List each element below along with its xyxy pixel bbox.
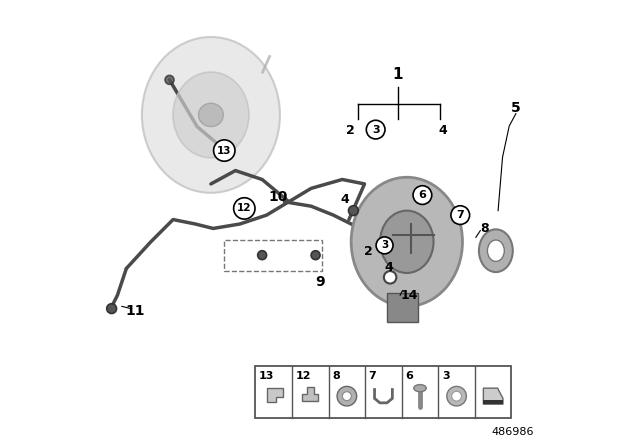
Ellipse shape: [488, 240, 504, 261]
Ellipse shape: [342, 392, 351, 401]
Text: 12: 12: [237, 203, 252, 213]
Ellipse shape: [165, 75, 174, 84]
Text: 4: 4: [340, 193, 349, 206]
Ellipse shape: [198, 103, 223, 127]
Text: 12: 12: [296, 371, 311, 381]
Ellipse shape: [311, 251, 320, 260]
Text: 8: 8: [332, 371, 340, 381]
Ellipse shape: [351, 177, 463, 306]
Text: 486986: 486986: [492, 427, 534, 437]
Text: 14: 14: [400, 289, 418, 302]
Text: 3: 3: [442, 371, 449, 381]
Ellipse shape: [366, 120, 385, 139]
Bar: [224, 240, 322, 271]
Text: 9: 9: [315, 275, 325, 289]
Text: 13: 13: [217, 146, 232, 155]
Ellipse shape: [349, 206, 358, 215]
Ellipse shape: [414, 384, 426, 392]
Text: 7: 7: [369, 371, 376, 381]
Text: 11: 11: [125, 304, 145, 318]
Ellipse shape: [376, 237, 393, 254]
FancyBboxPatch shape: [387, 293, 418, 322]
Ellipse shape: [452, 391, 461, 401]
Ellipse shape: [384, 271, 396, 284]
Text: 2: 2: [346, 124, 355, 137]
Ellipse shape: [214, 140, 235, 161]
Polygon shape: [302, 387, 318, 401]
Polygon shape: [267, 388, 283, 401]
Ellipse shape: [107, 304, 116, 314]
Ellipse shape: [479, 229, 513, 272]
Polygon shape: [483, 388, 503, 404]
Ellipse shape: [447, 386, 467, 406]
Text: 13: 13: [259, 371, 275, 381]
Text: 3: 3: [372, 125, 380, 134]
Ellipse shape: [413, 186, 432, 204]
Text: 4: 4: [385, 261, 394, 274]
Text: 8: 8: [481, 222, 489, 235]
Ellipse shape: [173, 72, 249, 158]
Ellipse shape: [142, 37, 280, 193]
Bar: [255, 366, 511, 418]
Text: 7: 7: [456, 210, 464, 220]
Text: 6: 6: [419, 190, 426, 200]
Text: 2: 2: [364, 245, 372, 258]
Text: 5: 5: [511, 101, 521, 115]
Ellipse shape: [451, 206, 470, 224]
Ellipse shape: [337, 386, 356, 406]
Ellipse shape: [234, 198, 255, 219]
Text: 4: 4: [438, 124, 447, 137]
Ellipse shape: [380, 211, 433, 273]
Text: 3: 3: [381, 241, 388, 250]
Text: 10: 10: [268, 190, 287, 204]
Text: 1: 1: [393, 67, 403, 82]
Polygon shape: [483, 400, 503, 404]
Ellipse shape: [258, 251, 267, 260]
Text: 6: 6: [405, 371, 413, 381]
